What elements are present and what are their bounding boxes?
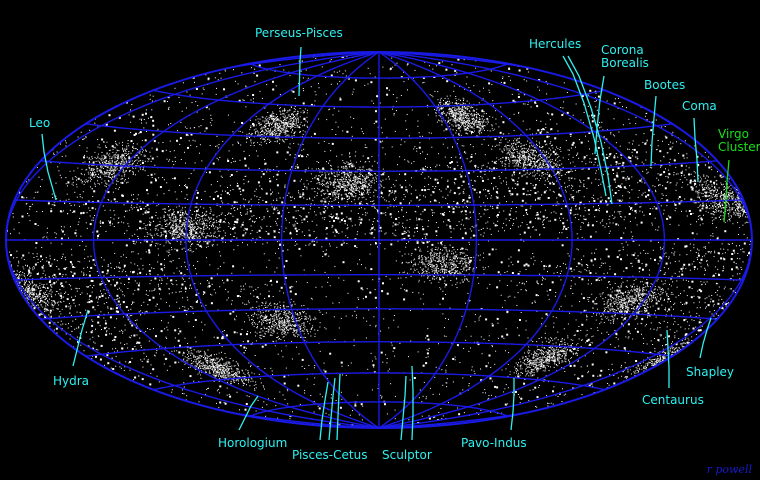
leader-centaurus-1 xyxy=(666,329,670,388)
leader-pisces-cetus-3 xyxy=(336,373,341,441)
label-leader-lines xyxy=(41,46,730,441)
projection-boundary xyxy=(5,51,753,429)
label-hercules: Hercules xyxy=(529,37,582,51)
label-leo: Leo xyxy=(29,116,51,130)
label-virgo-cluster: Virgo Cluster xyxy=(718,127,760,154)
label-perseus-pisces: Perseus-Pisces xyxy=(255,26,343,40)
leader-pisces-cetus-1 xyxy=(319,381,329,441)
label-sculptor: Sculptor xyxy=(382,448,432,462)
leader-sculptor-2 xyxy=(411,365,414,441)
label-horologium: Horologium xyxy=(218,436,288,450)
leader-leo-1 xyxy=(41,133,57,201)
leader-hydra-1 xyxy=(72,309,89,367)
leader-coma-1 xyxy=(693,117,699,183)
label-centaurus: Centaurus xyxy=(642,393,704,407)
leader-bootes-1 xyxy=(650,95,657,167)
leader-hercules-2 xyxy=(567,55,613,205)
label-pavo-indus: Pavo-Indus xyxy=(461,436,527,450)
leader-sculptor-1 xyxy=(400,375,407,441)
leader-shapley-1 xyxy=(699,317,712,359)
label-bootes: Bootes xyxy=(644,78,686,92)
label-coma: Coma xyxy=(682,99,717,113)
leader-hercules-1 xyxy=(562,55,607,197)
label-shapley: Shapley xyxy=(686,365,735,379)
label-pisces-cetus: Pisces-Cetus xyxy=(292,448,368,462)
leader-virgo-cluster-1 xyxy=(723,159,730,223)
label-hydra: Hydra xyxy=(53,374,90,388)
leader-perseus-pisces-1 xyxy=(298,46,302,97)
leader-horologium-1 xyxy=(238,395,259,431)
leader-pisces-cetus-2 xyxy=(328,377,336,441)
label-corona-borealis: Corona Borealis xyxy=(601,43,649,70)
leader-pavo-indus-1 xyxy=(510,378,515,431)
author-signature: r powell xyxy=(706,463,752,476)
leader-corona-borealis-1 xyxy=(594,75,605,155)
